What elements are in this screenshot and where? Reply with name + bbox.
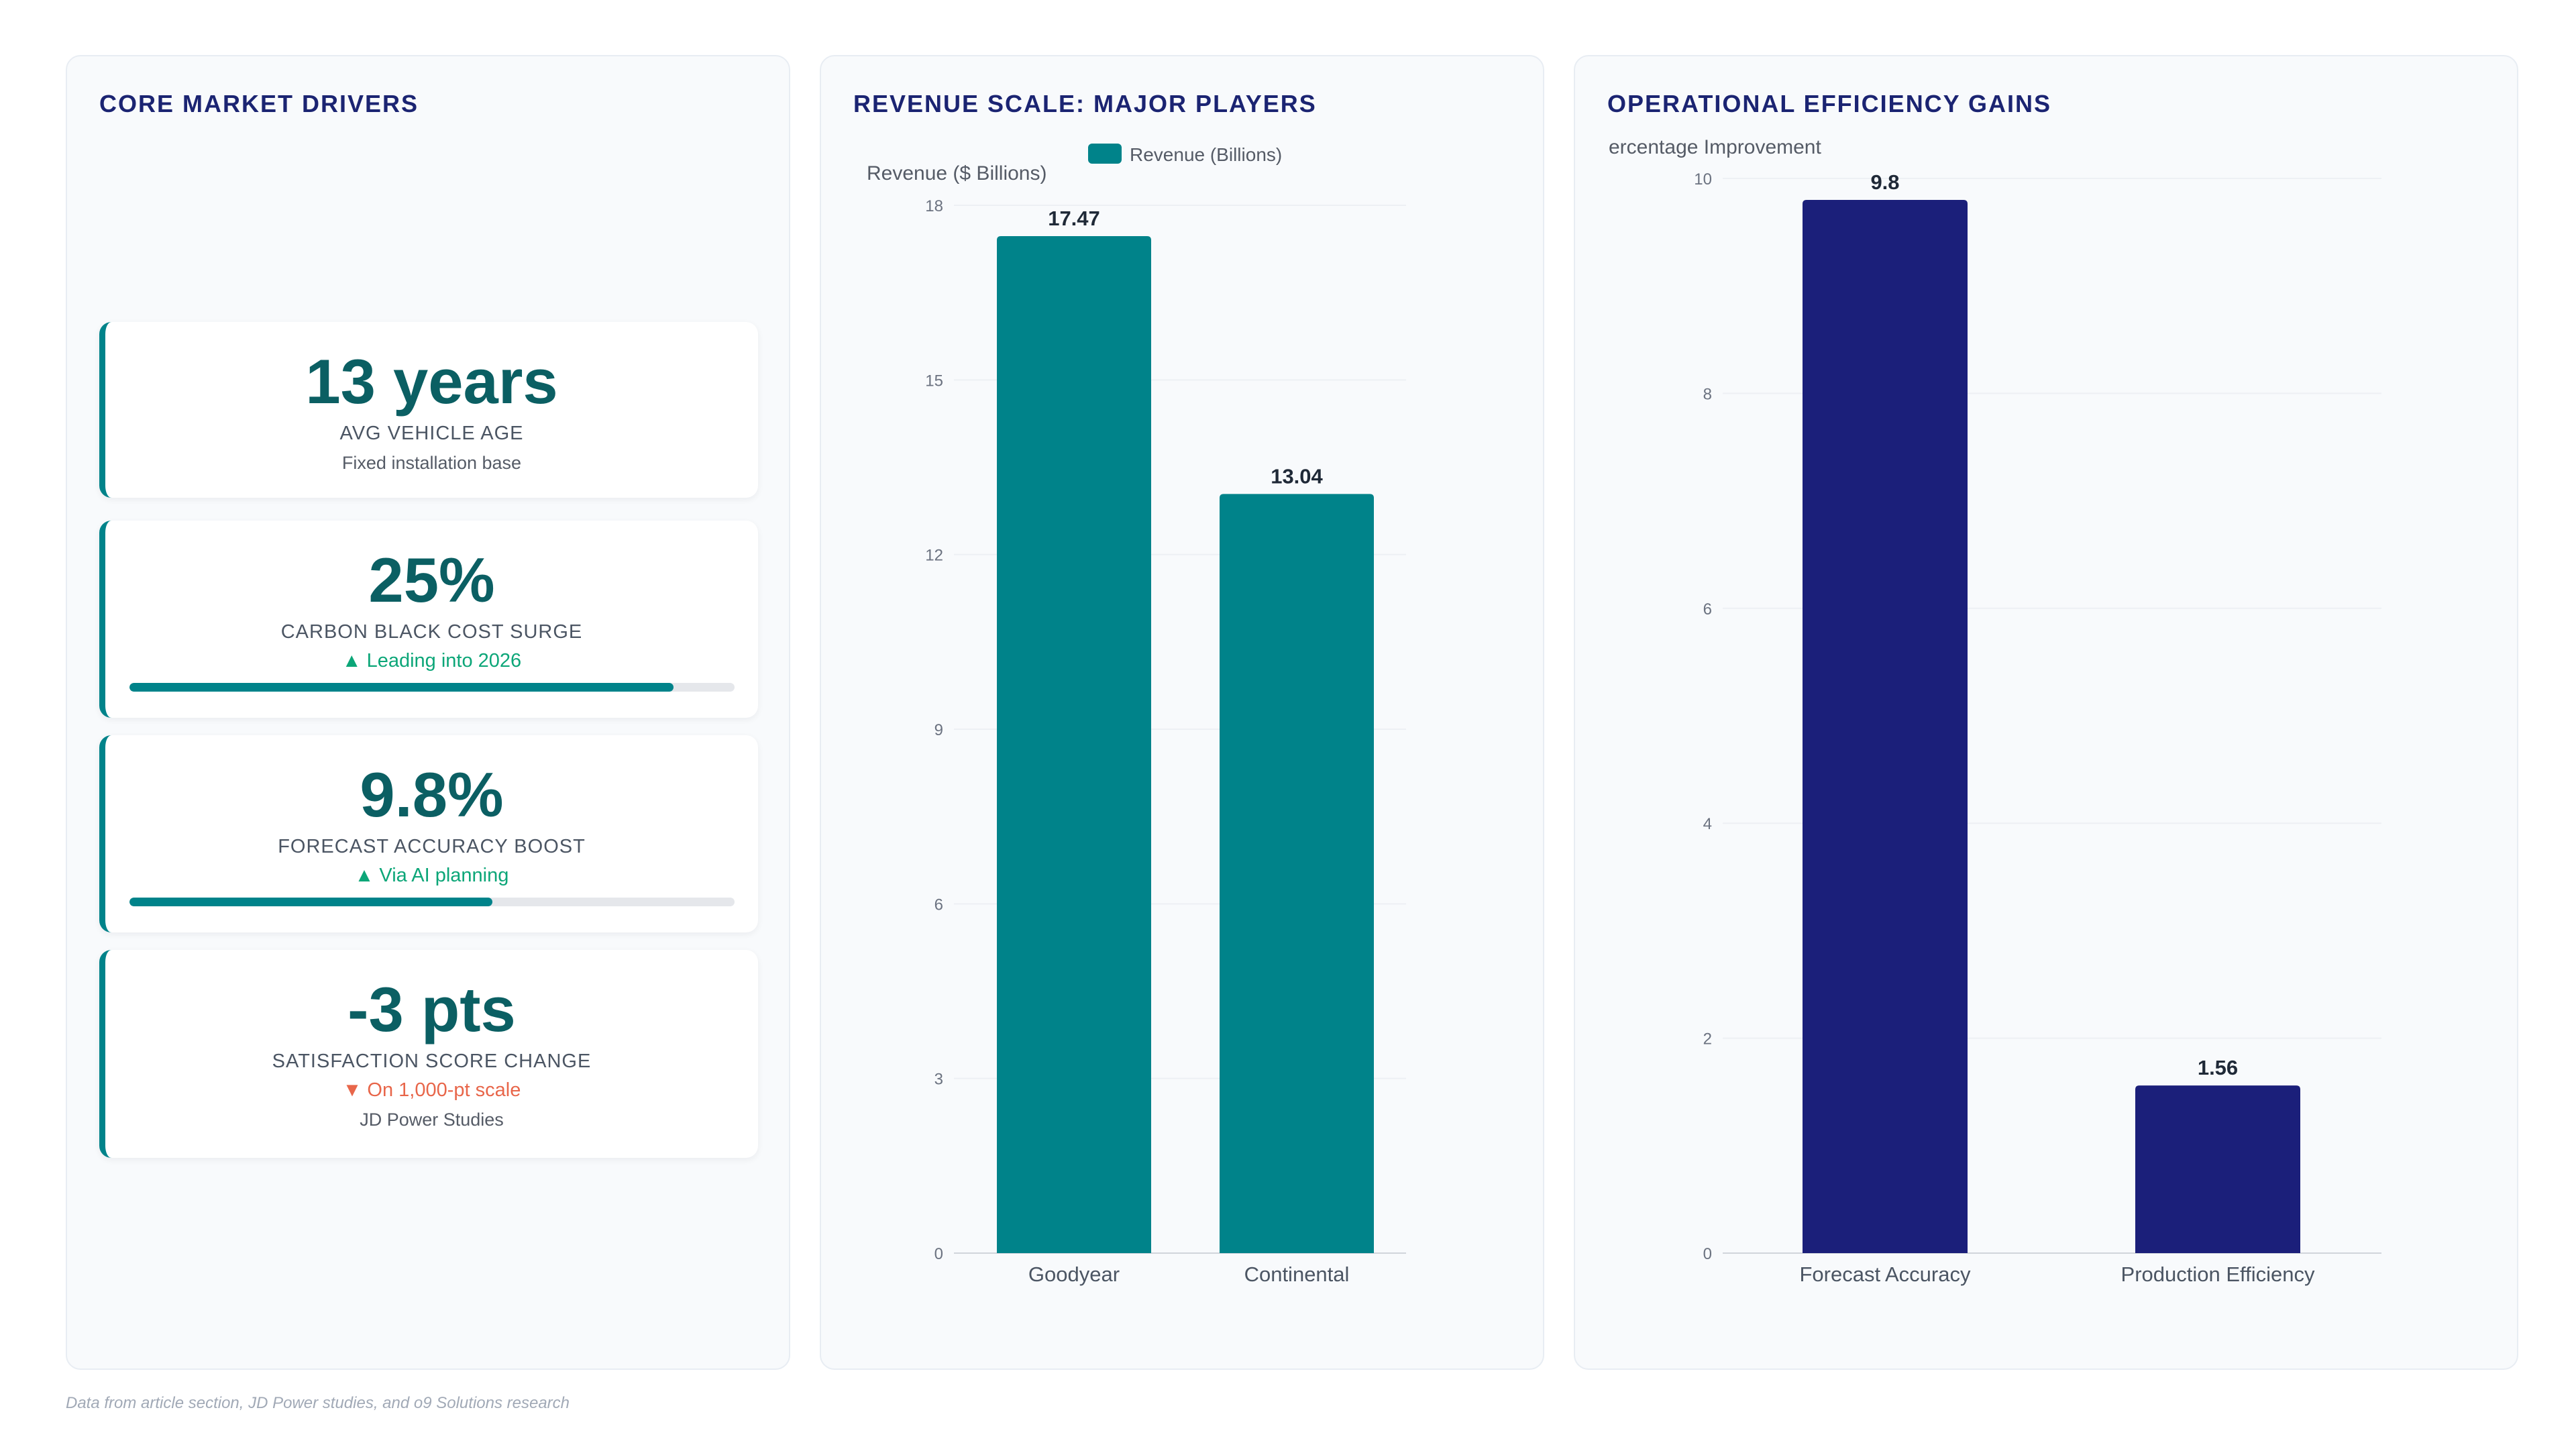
data-label: 17.47	[1048, 207, 1100, 230]
revenue-scale-panel: REVENUE SCALE: MAJOR PLAYERS 0 3 6 9 12 15 18 R…	[820, 55, 1544, 1370]
kpi-trend: ▲ Via AI planning	[354, 865, 509, 886]
kpi-card-vehicle-age: 13 years AVG VEHICLE AGE Fixed installat…	[99, 322, 758, 498]
kpi-label: SATISFACTION SCORE CHANGE	[272, 1051, 592, 1072]
y-tick-label: 4	[1703, 815, 1712, 833]
bar	[2135, 1085, 2300, 1253]
kpi-trend: ▼ On 1,000-pt scale	[342, 1079, 521, 1101]
operational-efficiency-panel: OPERATIONAL EFFICIENCY GAINS 0 2 4 6 8 10 erce…	[1574, 55, 2518, 1370]
kpi-value: -3 pts	[347, 974, 516, 1044]
y-axis-label: ercentage Improvement	[1609, 136, 1821, 158]
kpi-card-carbon-black: 25% CARBON BLACK COST SURGE ▲ Leading in…	[99, 521, 758, 718]
legend-label: Revenue (Billions)	[1130, 144, 1282, 165]
data-label: 9.8	[1870, 170, 1899, 194]
y-tick-label: 2	[1703, 1030, 1712, 1049]
core-market-drivers-panel: CORE MARKET DRIVERS 13 years AVG VEHICLE…	[66, 55, 790, 1370]
y-tick-label: 6	[934, 896, 943, 914]
legend-swatch	[1088, 144, 1122, 164]
y-tick-label: 10	[1694, 170, 1712, 189]
panel-title: OPERATIONAL EFFICIENCY GAINS	[1607, 90, 2052, 117]
x-tick-label: Production Efficiency	[2121, 1263, 2315, 1286]
source-note: Data from article section, JD Power stud…	[66, 1394, 570, 1412]
data-label: 1.56	[2198, 1056, 2238, 1079]
kpi-value: 13 years	[305, 346, 558, 417]
y-tick-label: 3	[934, 1071, 943, 1089]
kpi-progress-fill	[129, 898, 492, 906]
x-tick-label: Forecast Accuracy	[1800, 1263, 1971, 1286]
efficiency-bar-chart: 0 2 4 6 8 10 ercentage Improvement 9.8 Forecast …	[1609, 136, 2381, 1286]
y-tick-label: 0	[1703, 1245, 1712, 1263]
kpi-label: CARBON BLACK COST SURGE	[280, 621, 583, 643]
data-label: 13.04	[1271, 464, 1323, 488]
bar	[997, 235, 1151, 1254]
y-axis-label: Revenue ($ Billions)	[867, 162, 1046, 184]
kpi-progress-bar	[129, 683, 735, 692]
panel-title: REVENUE SCALE: MAJOR PLAYERS	[853, 90, 1317, 117]
kpi-card-forecast-accuracy: 9.8% FORECAST ACCURACY BOOST ▲ Via AI pl…	[99, 735, 758, 932]
y-tick-label: 15	[925, 372, 943, 390]
y-tick-label: 8	[1703, 385, 1712, 403]
y-tick-label: 18	[925, 197, 943, 215]
panel-title: CORE MARKET DRIVERS	[99, 90, 419, 117]
kpi-label: AVG VEHICLE AGE	[339, 423, 524, 444]
x-tick-label: Goodyear	[1028, 1263, 1120, 1286]
kpi-card-satisfaction: -3 pts SATISFACTION SCORE CHANGE ▼ On 1,…	[99, 950, 758, 1158]
bar	[1220, 494, 1374, 1254]
kpi-trend: ▲ Leading into 2026	[341, 650, 522, 672]
y-tick-label: 9	[934, 721, 943, 739]
x-tick-label: Continental	[1244, 1263, 1350, 1286]
y-tick-label: 12	[925, 547, 943, 565]
kpi-note: JD Power Studies	[360, 1110, 504, 1130]
y-tick-label: 0	[934, 1245, 943, 1263]
kpi-value: 9.8%	[360, 759, 504, 830]
y-tick-label: 6	[1703, 600, 1712, 619]
bar	[1803, 200, 1968, 1253]
kpi-progress-bar	[129, 898, 735, 906]
kpi-label: FORECAST ACCURACY BOOST	[278, 836, 586, 857]
kpi-value: 25%	[368, 545, 495, 615]
kpi-progress-fill	[129, 683, 674, 692]
revenue-bar-chart: 0 3 6 9 12 15 18 Revenue ($ Billions) Revenue (B…	[867, 144, 1406, 1286]
kpi-note: Fixed installation base	[341, 453, 522, 473]
